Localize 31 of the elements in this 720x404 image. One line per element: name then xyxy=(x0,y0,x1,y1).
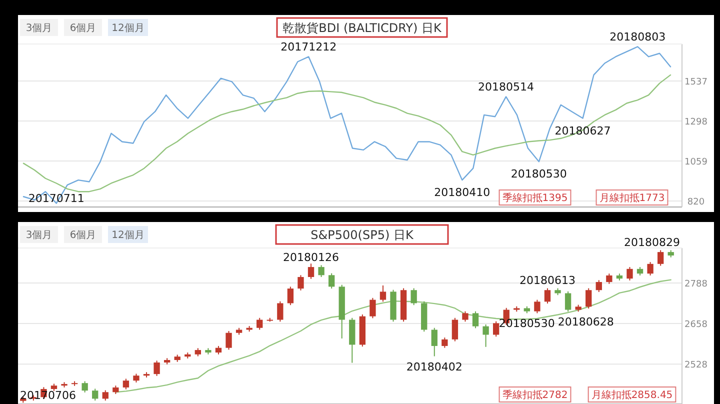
y-tick-label: 1059 xyxy=(684,157,708,168)
annotation: 20180514 xyxy=(478,80,534,94)
text: 3個月 xyxy=(26,23,52,34)
chart-title: 乾散貨BDI (BALTICDRY) 日K xyxy=(282,21,442,35)
y-tick-label: 1537 xyxy=(684,77,708,88)
y-tick-label: 820 xyxy=(687,197,705,208)
annotation: 20180613 xyxy=(519,274,576,288)
annotation: 20180628 xyxy=(558,316,614,329)
annotation: 月線扣抵2858.45 xyxy=(591,389,673,401)
annotation: 20180530 xyxy=(498,317,555,330)
annotation: 20171212 xyxy=(280,40,337,54)
y-tick-label: 2658 xyxy=(684,320,708,330)
text: 3個月 xyxy=(26,230,52,241)
annotation: 20180402 xyxy=(406,360,462,374)
text: 12個月 xyxy=(112,23,144,34)
y-tick-label: 2788 xyxy=(684,279,708,290)
annotation: 20180530 xyxy=(510,168,567,181)
annotation: 20180410 xyxy=(434,186,490,200)
text: 6個月 xyxy=(70,230,96,241)
annotation: 20180803 xyxy=(610,30,666,44)
chart-title: S&P500(SP5) 日K xyxy=(310,228,414,242)
annotation: 季線扣抵1395 xyxy=(502,192,568,204)
text: 12個月 xyxy=(112,230,144,241)
annotation: 季線扣抵2782 xyxy=(502,389,568,401)
y-tick-label: 1298 xyxy=(684,117,708,128)
y-tick-label: 2528 xyxy=(684,360,708,371)
annotation: 月線扣抵1773 xyxy=(599,192,665,204)
text: 6個月 xyxy=(70,23,96,34)
annotation: 20180126 xyxy=(283,251,340,264)
annotation: 20180829 xyxy=(624,236,680,249)
annotation: 20180627 xyxy=(554,124,611,138)
